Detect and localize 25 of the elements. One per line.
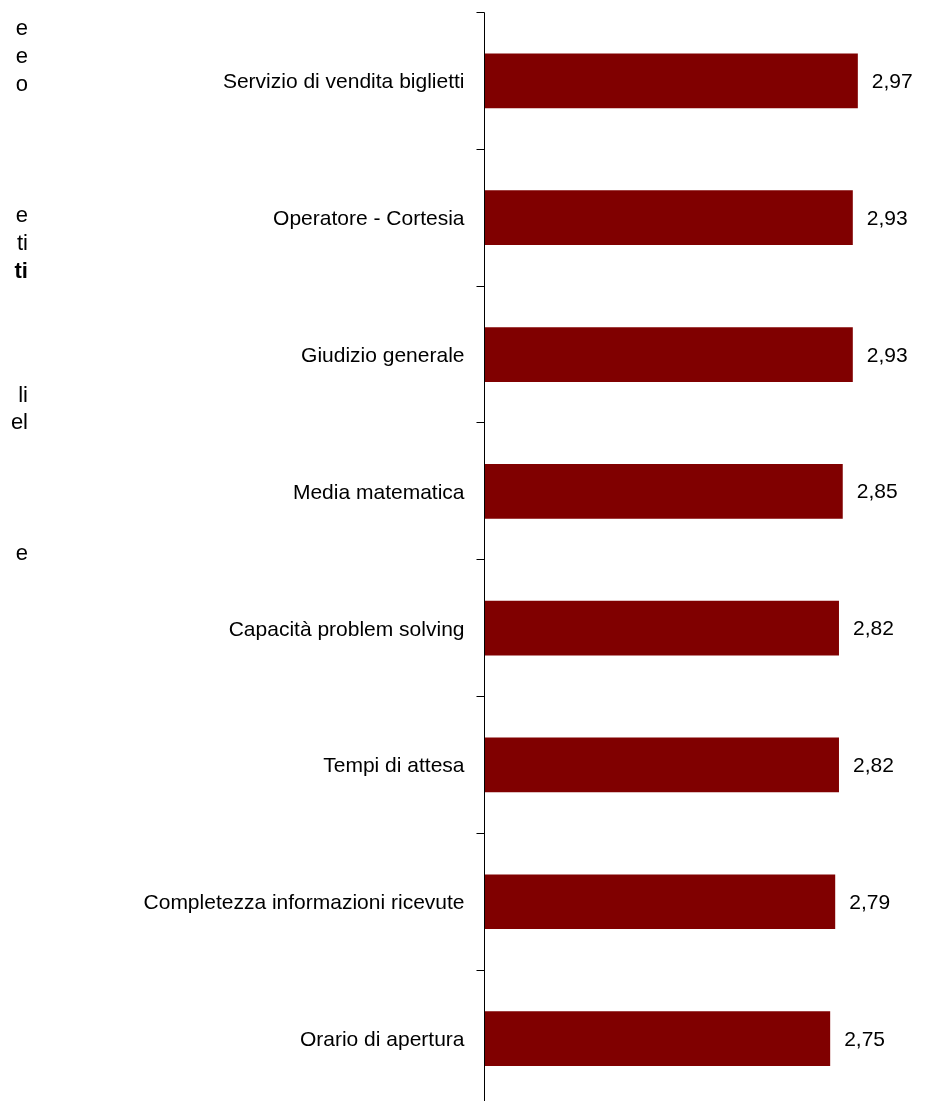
data-label: 2,85 — [856, 479, 898, 503]
text: e — [15, 15, 28, 40]
data-label: 2,93 — [866, 205, 908, 229]
text: e — [15, 202, 28, 227]
text: o — [15, 71, 28, 96]
y-tick-label: Operatore - Cortesia — [273, 206, 465, 230]
data-label: 2,75 — [844, 1026, 886, 1050]
data-label: 2,97 — [871, 68, 913, 92]
y-tick-label: Media matematica — [292, 479, 465, 503]
y-tick-label: Servizio di vendita biglietti — [222, 69, 465, 93]
text: ti — [17, 230, 28, 255]
text: e — [15, 43, 28, 68]
y-tick-label: Capacità problem solving — [228, 616, 465, 640]
text: e — [15, 540, 28, 565]
text: el — [10, 409, 28, 434]
y-tick-label: Orario di apertura — [299, 1027, 465, 1051]
y-tick-label: Completezza informazioni ricevute — [143, 890, 465, 914]
y-tick-label: Giudizio generale — [301, 343, 465, 367]
data-label: 2,82 — [852, 616, 894, 640]
text: ti — [14, 258, 28, 283]
y-tick-label: Tempi di attesa — [323, 753, 465, 777]
text: li — [18, 382, 28, 407]
data-label: 2,82 — [852, 752, 894, 776]
data-label: 2,93 — [866, 342, 908, 366]
data-label: 2,79 — [849, 889, 891, 913]
